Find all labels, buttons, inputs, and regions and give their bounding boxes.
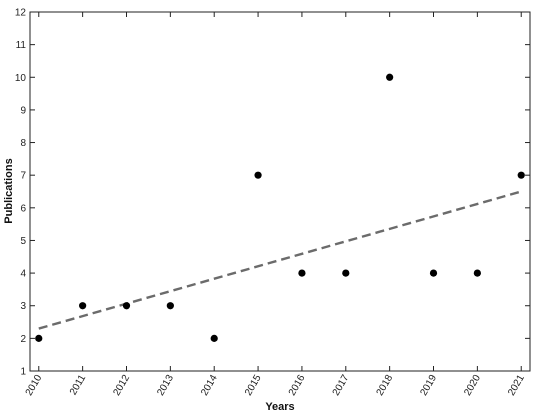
data-point	[298, 269, 306, 277]
y-tick-label: 5	[20, 236, 26, 247]
x-tick-label: 2021	[506, 373, 527, 398]
plot-frame	[29, 11, 531, 372]
data-point	[35, 334, 43, 342]
data-point	[342, 269, 350, 277]
x-tick-label: 2014	[199, 373, 220, 398]
trendline	[38, 190, 522, 330]
x-tick-label: 2016	[287, 373, 308, 398]
y-tick-label: 12	[15, 8, 27, 19]
y-tick-label: 11	[16, 40, 27, 51]
x-tick-label: 2013	[155, 373, 176, 398]
x-tick-label: 2020	[462, 373, 483, 398]
y-tick-label: 7	[20, 171, 26, 182]
data-point	[166, 302, 174, 310]
x-tick-label: 2017	[331, 373, 352, 398]
data-point	[386, 73, 394, 81]
data-point	[254, 171, 262, 179]
data-point	[210, 334, 218, 342]
y-tick-label: 10	[15, 73, 27, 84]
data-point	[122, 302, 131, 310]
x-axis-title: Years	[265, 401, 294, 413]
data-point	[429, 269, 438, 277]
data-point	[473, 269, 481, 277]
y-tick-label: 1	[20, 367, 26, 378]
y-tick-label: 2	[20, 334, 26, 345]
x-axis: 2010 2011 2012 2013 2014 2015 2016 2017 2018 2019…	[24, 12, 527, 398]
x-tick-label: 2019	[418, 373, 439, 398]
x-tick-label: 2011	[68, 373, 88, 398]
x-tick-label: 2012	[111, 373, 132, 398]
y-tick-label: 3	[20, 301, 26, 312]
y-tick-label: 8	[20, 138, 26, 149]
y-tick-label: 6	[20, 203, 26, 214]
data-point	[517, 171, 525, 179]
data-points	[35, 73, 525, 342]
trendline-group	[38, 190, 522, 330]
y-tick-label: 9	[20, 105, 26, 116]
y-tick-label: 4	[20, 269, 26, 280]
x-tick-label: 2018	[375, 373, 396, 398]
x-tick-label: 2010	[24, 373, 45, 398]
x-tick-label: 2015	[243, 373, 264, 398]
data-point	[79, 302, 87, 310]
y-axis-title: Publications	[3, 158, 15, 223]
